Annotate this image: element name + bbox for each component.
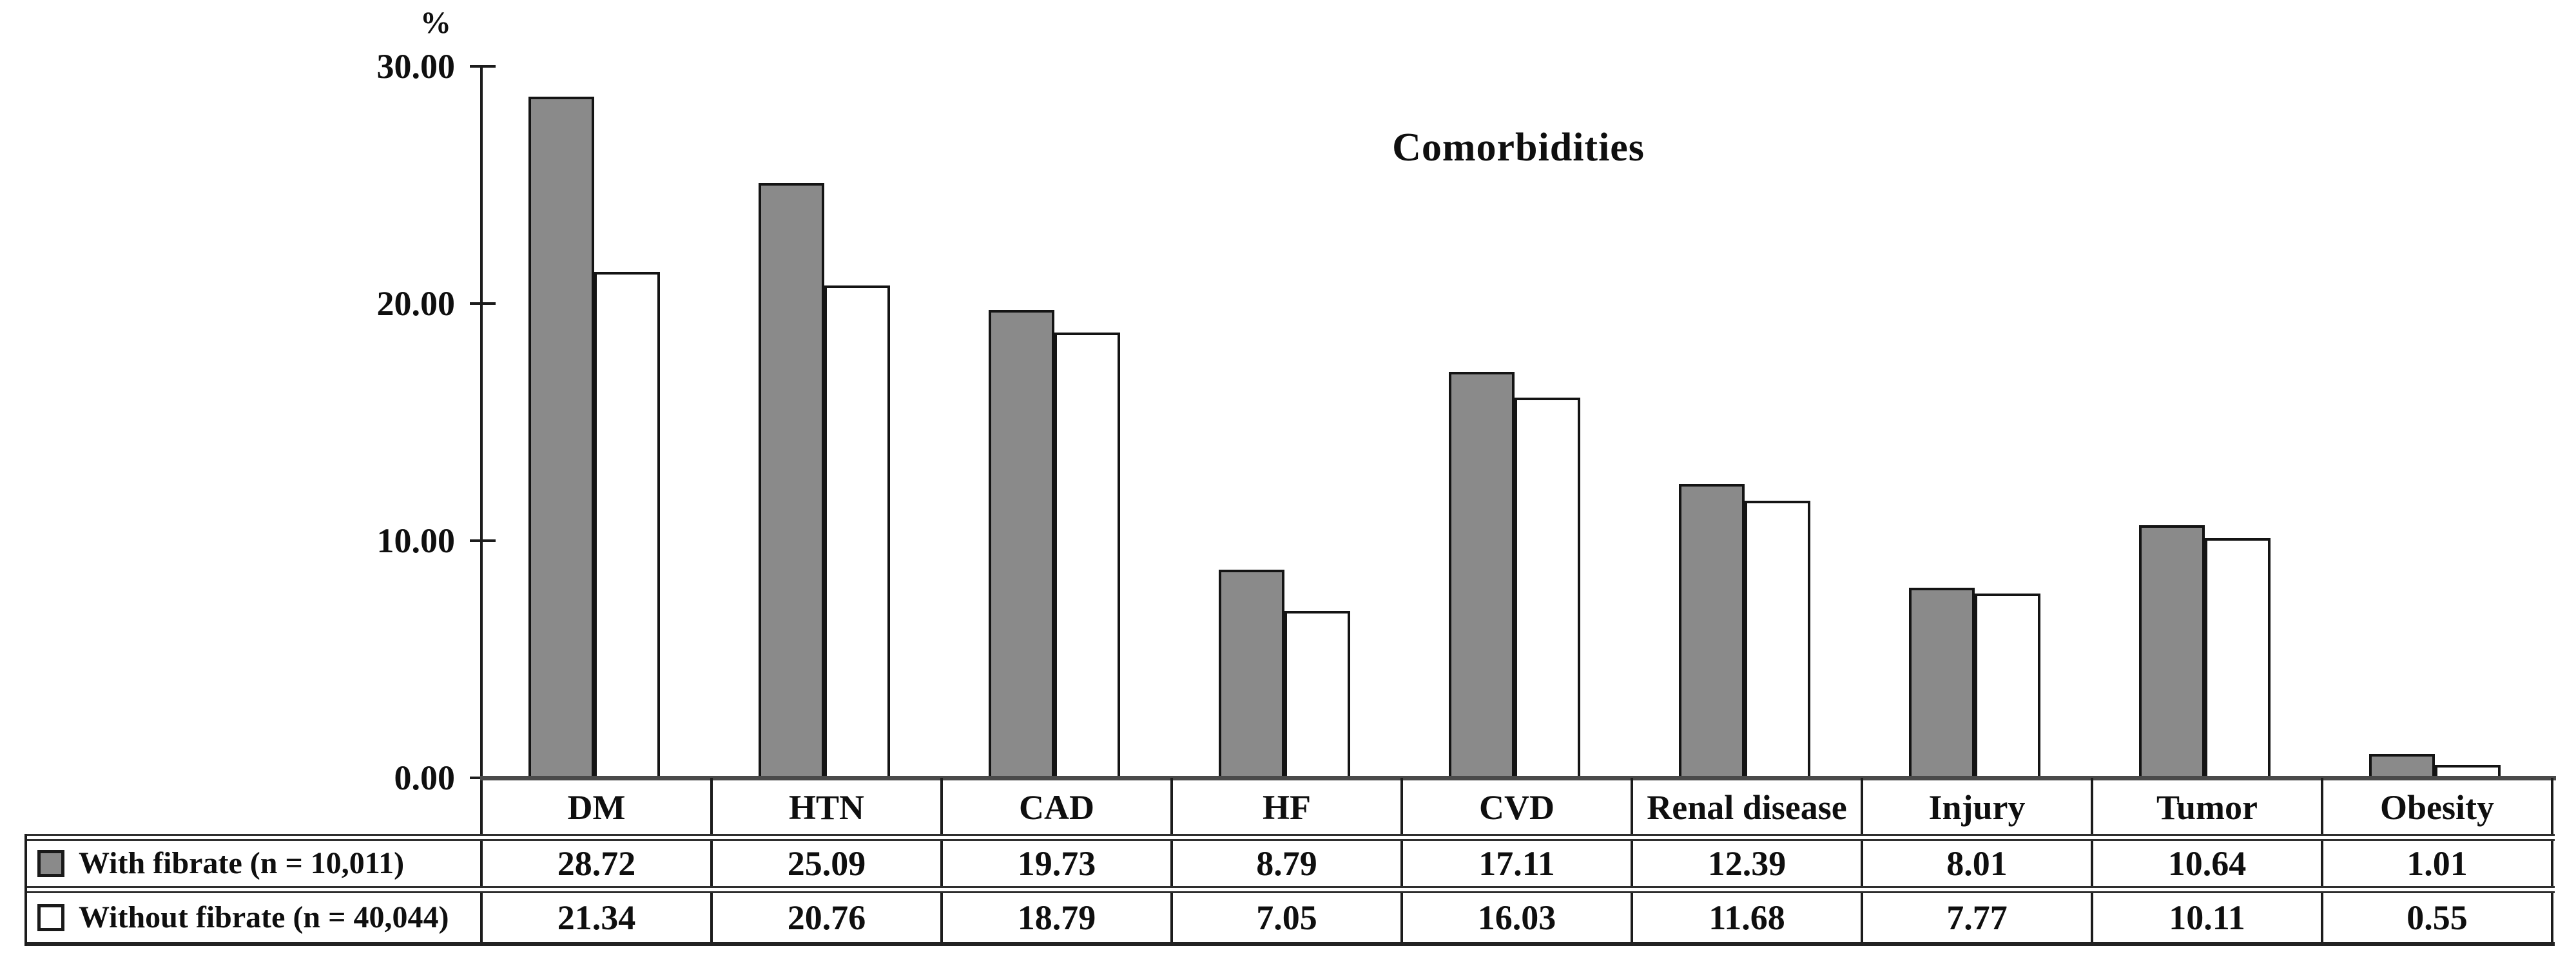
bar-with-fibrate: [2139, 525, 2205, 778]
value-cell: 21.34: [557, 898, 636, 937]
bar-with-fibrate: [1219, 570, 1284, 778]
bar-with-fibrate: [1679, 484, 1745, 778]
value-cell: 10.11: [2169, 898, 2245, 937]
value-cell: 20.76: [787, 898, 866, 937]
legend-cell: Without fibrate (n = 40,044): [37, 893, 474, 942]
table-column-divider: [1170, 778, 1173, 945]
bar-without-fibrate: [594, 272, 660, 778]
y-tick-mark: [470, 539, 496, 542]
chart-title: Comorbidities: [1392, 126, 1645, 169]
table-column-divider: [2091, 778, 2093, 945]
bar-without-fibrate: [1284, 611, 1350, 778]
legend-swatch-without-fibrate-icon: [37, 904, 64, 931]
value-cell: 8.79: [1256, 844, 1317, 883]
y-axis-line: [480, 66, 483, 942]
legend-swatch-with-fibrate-icon: [37, 850, 64, 877]
value-cell: 8.01: [1946, 844, 2008, 883]
legend-cell: With fibrate (n = 10,011): [37, 841, 474, 886]
bar-with-fibrate: [989, 310, 1054, 778]
value-cell: 7.05: [1256, 898, 1317, 937]
value-cell: 18.79: [1017, 898, 1096, 937]
table-column-divider: [710, 778, 713, 945]
table-column-divider: [940, 778, 943, 945]
table-column-divider: [1861, 778, 1863, 945]
bar-without-fibrate: [2205, 538, 2271, 778]
value-cell: 10.64: [2167, 844, 2247, 883]
bar-without-fibrate: [824, 285, 890, 778]
category-header-cell: Injury: [1928, 788, 2026, 827]
x-axis-line: [480, 776, 2556, 780]
y-tick-label: 30.00: [376, 47, 456, 86]
bar-without-fibrate: [1054, 333, 1120, 778]
category-header-cell: Obesity: [2379, 788, 2494, 827]
table-left-border: [24, 834, 27, 946]
bar-with-fibrate: [2369, 754, 2435, 778]
category-header-cell: HTN: [788, 788, 865, 827]
value-cell: 7.77: [1946, 898, 2008, 937]
category-header-cell: DM: [567, 788, 626, 827]
value-cell: 0.55: [2407, 898, 2468, 937]
bar-without-fibrate: [1745, 501, 1810, 778]
bar-without-fibrate: [1975, 594, 2040, 778]
legend-series-label: Without fibrate (n = 40,044): [79, 900, 449, 934]
table-bottom-border: [24, 942, 2555, 946]
table-row-separator: [24, 886, 2555, 893]
category-header-cell: Renal disease: [1647, 788, 1847, 827]
value-cell: 28.72: [557, 844, 636, 883]
value-cell: 25.09: [787, 844, 866, 883]
value-cell: 12.39: [1707, 844, 1787, 883]
table-header-separator: [24, 834, 2555, 841]
value-cell: 11.68: [1709, 898, 1785, 937]
category-header-cell: CVD: [1479, 788, 1554, 827]
y-tick-label: 0.00: [394, 758, 456, 797]
y-tick-label: 20.00: [376, 284, 456, 323]
category-header-cell: CAD: [1019, 788, 1094, 827]
y-axis-unit-label: %: [420, 6, 451, 40]
value-cell: 1.01: [2407, 844, 2468, 883]
bar-with-fibrate: [1909, 588, 1975, 778]
y-tick-label: 10.00: [376, 521, 456, 560]
table-right-border: [2551, 778, 2553, 945]
table-column-divider: [1400, 778, 1403, 945]
y-tick-mark: [470, 65, 496, 68]
bar-without-fibrate: [1515, 398, 1580, 778]
value-cell: 19.73: [1017, 844, 1096, 883]
bar-with-fibrate: [528, 97, 594, 778]
table-column-divider: [2321, 778, 2323, 945]
category-header-cell: Tumor: [2156, 788, 2258, 827]
bar-with-fibrate: [1449, 372, 1515, 778]
value-cell: 16.03: [1477, 898, 1556, 937]
bar-with-fibrate: [759, 183, 824, 778]
legend-series-label: With fibrate (n = 10,011): [79, 846, 405, 880]
category-header-cell: HF: [1263, 788, 1311, 827]
y-tick-mark: [470, 302, 496, 305]
value-cell: 17.11: [1478, 844, 1555, 883]
table-column-divider: [1631, 778, 1633, 945]
bar-without-fibrate: [2435, 765, 2501, 778]
